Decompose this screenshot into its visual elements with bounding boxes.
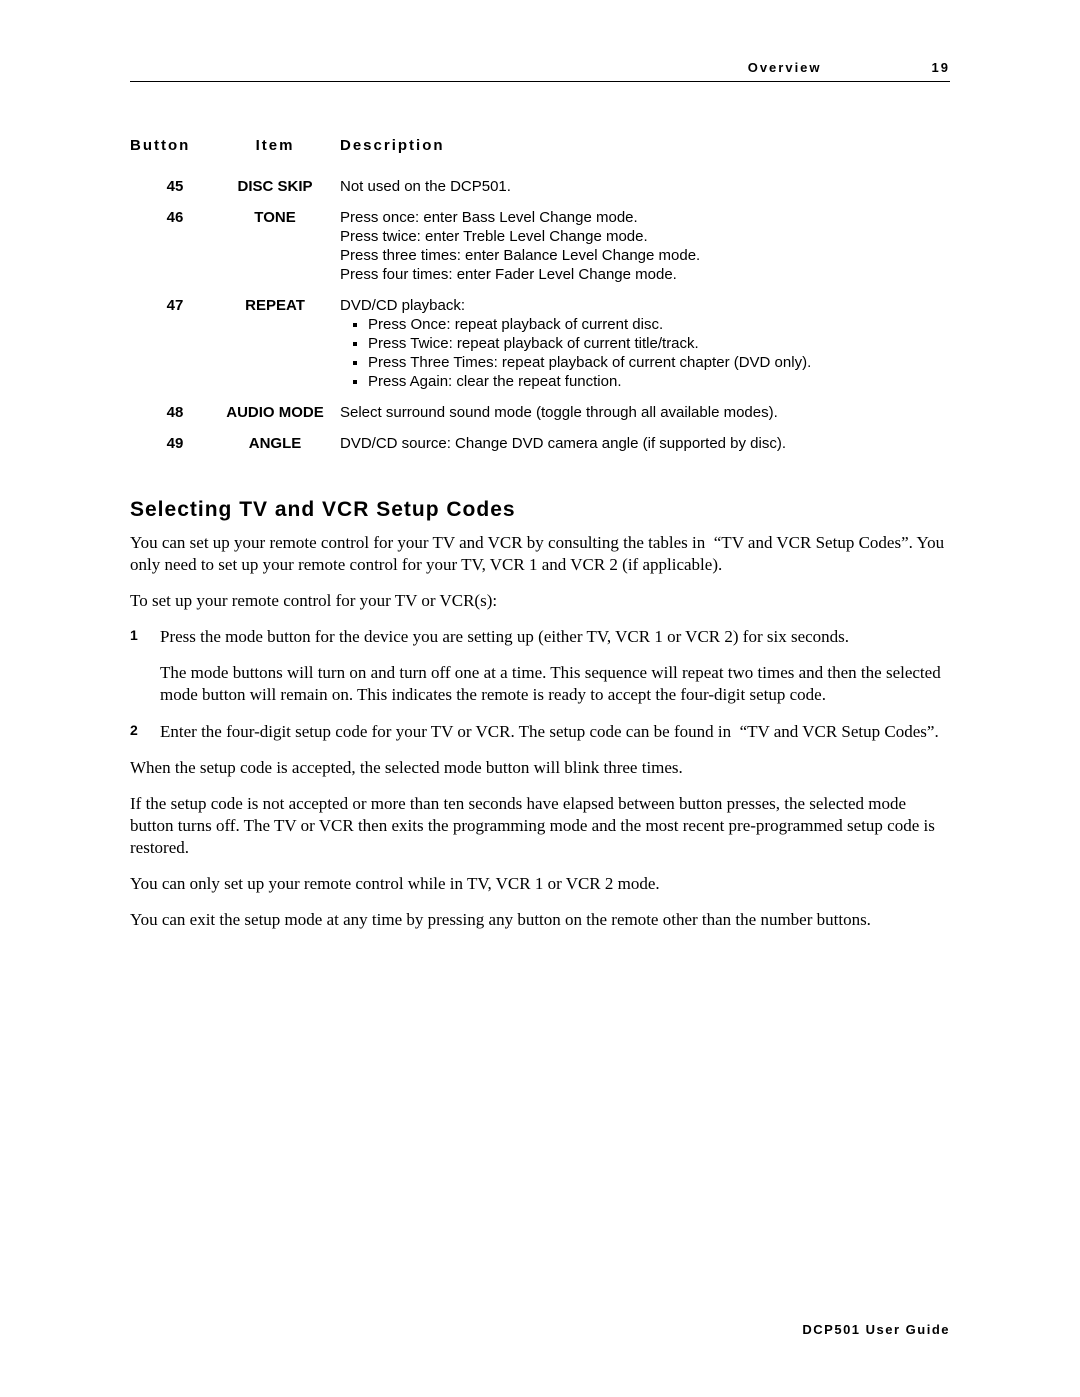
desc-line: Not used on the DCP501. xyxy=(340,178,950,195)
cell-item: AUDIO MODE xyxy=(220,404,330,421)
desc-bullet: Press Once: repeat playback of current d… xyxy=(368,316,950,333)
table-row: 49ANGLE DVD/CD source: Change DVD camera … xyxy=(130,429,950,460)
cell-button: 49 xyxy=(130,435,220,452)
cell-item: TONE xyxy=(220,209,330,226)
cell-description: Press once: enter Bass Level Change mode… xyxy=(330,209,950,285)
desc-line: Press once: enter Bass Level Change mode… xyxy=(340,209,950,226)
cell-description: DVD/CD playback: Press Once: repeat playb… xyxy=(330,297,950,392)
desc-line: Press three times: enter Balance Level C… xyxy=(340,247,950,264)
intro-para-1: You can set up your remote control for y… xyxy=(130,532,950,576)
steps-list: 1Press the mode button for the device yo… xyxy=(130,626,950,742)
cell-item: ANGLE xyxy=(220,435,330,452)
step-item: 2Enter the four-digit setup code for you… xyxy=(130,721,950,743)
desc-line: Select surround sound mode (toggle throu… xyxy=(340,404,950,421)
cell-item: DISC SKIP xyxy=(220,178,330,195)
table-header-row: Button Item Description xyxy=(130,137,950,172)
table-row: 46TONE Press once: enter Bass Level Chang… xyxy=(130,203,950,291)
cell-description: Select surround sound mode (toggle throu… xyxy=(330,404,950,423)
after-para-3: You can only set up your remote control … xyxy=(130,873,950,895)
cell-button: 45 xyxy=(130,178,220,195)
intro-para-2: To set up your remote control for your T… xyxy=(130,590,950,612)
after-para-4: You can exit the setup mode at any time … xyxy=(130,909,950,931)
step-paragraph: Press the mode button for the device you… xyxy=(160,626,950,648)
col-header-description: Description xyxy=(330,137,950,154)
desc-bullet: Press Three Times: repeat playback of cu… xyxy=(368,354,950,371)
desc-bullet: Press Twice: repeat playback of current … xyxy=(368,335,950,352)
cell-description: DVD/CD source: Change DVD camera angle (… xyxy=(330,435,950,454)
cell-button: 47 xyxy=(130,297,220,314)
step-number: 1 xyxy=(130,626,160,706)
table-row: 47REPEAT DVD/CD playback: Press Once: repe… xyxy=(130,291,950,398)
header-title: Overview xyxy=(748,60,822,75)
table-row: 45DISC SKIP Not used on the DCP501. xyxy=(130,172,950,203)
after-para-1: When the setup code is accepted, the sel… xyxy=(130,757,950,779)
step-body: Enter the four-digit setup code for your… xyxy=(160,721,950,743)
col-header-item: Item xyxy=(220,137,330,154)
desc-bullet-list: Press Once: repeat playback of current d… xyxy=(340,316,950,390)
desc-line: Press four times: enter Fader Level Chan… xyxy=(340,266,950,283)
step-number: 2 xyxy=(130,721,160,743)
cell-button: 48 xyxy=(130,404,220,421)
footer-label: DCP501 User Guide xyxy=(802,1322,950,1337)
section-body: You can set up your remote control for y… xyxy=(130,532,950,931)
col-header-button: Button xyxy=(130,137,220,154)
page: Overview 19 Button Item Description 45DI… xyxy=(0,0,1080,1397)
page-header: Overview 19 xyxy=(130,60,950,82)
table-row: 48AUDIO MODE Select surround sound mode (… xyxy=(130,398,950,429)
cell-item: REPEAT xyxy=(220,297,330,314)
desc-line: DVD/CD source: Change DVD camera angle (… xyxy=(340,435,950,452)
cell-button: 46 xyxy=(130,209,220,226)
desc-line: DVD/CD playback: xyxy=(340,297,950,314)
step-body: Press the mode button for the device you… xyxy=(160,626,950,706)
section-title: Selecting TV and VCR Setup Codes xyxy=(130,498,950,522)
step-paragraph: The mode buttons will turn on and turn o… xyxy=(160,662,950,706)
step-item: 1Press the mode button for the device yo… xyxy=(130,626,950,706)
step-paragraph: Enter the four-digit setup code for your… xyxy=(160,721,950,743)
button-table: Button Item Description 45DISC SKIP Not u… xyxy=(130,137,950,460)
header-page-number: 19 xyxy=(932,60,950,75)
desc-line: Press twice: enter Treble Level Change m… xyxy=(340,228,950,245)
desc-bullet: Press Again: clear the repeat function. xyxy=(368,373,950,390)
after-para-2: If the setup code is not accepted or mor… xyxy=(130,793,950,859)
cell-description: Not used on the DCP501. xyxy=(330,178,950,197)
